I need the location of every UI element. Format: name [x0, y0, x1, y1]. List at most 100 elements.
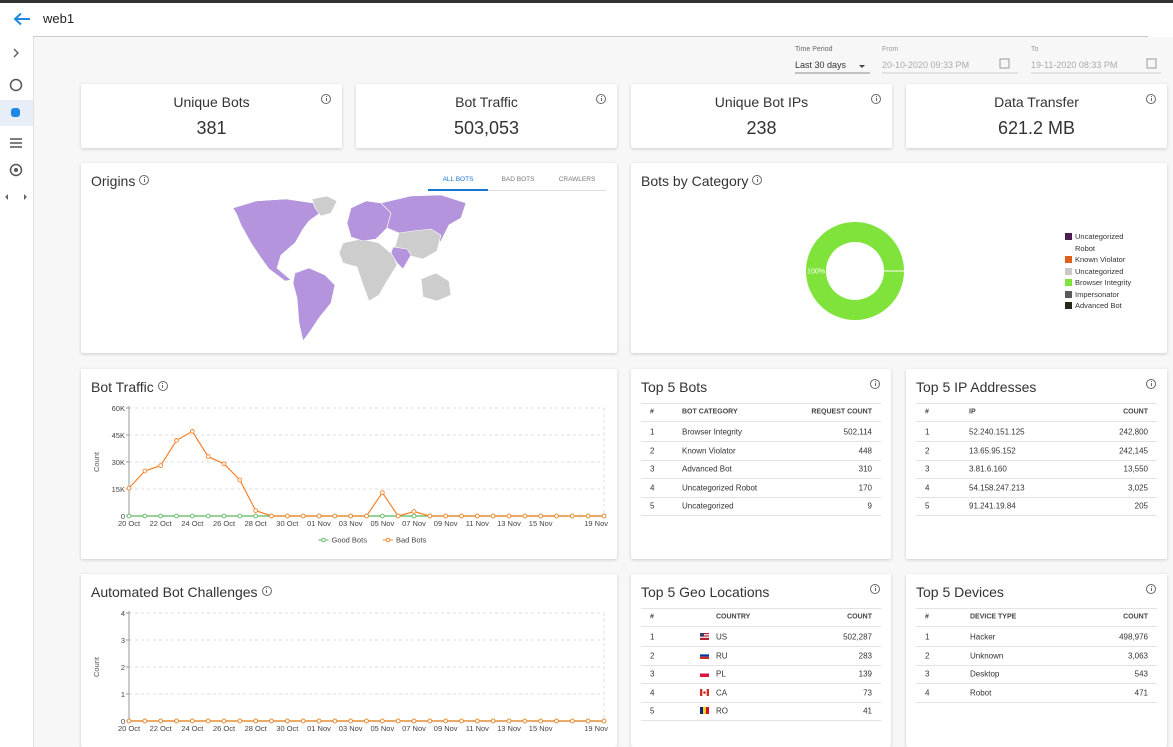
table-cell: 3,025: [1127, 483, 1148, 493]
filter-label: Time Period: [795, 46, 833, 53]
tab[interactable]: ALL BOTS: [442, 176, 474, 183]
legend-swatch: [1065, 302, 1072, 309]
table-cell: 13.65.95.152: [969, 446, 1016, 456]
x-tick-label: 30 Oct: [276, 519, 299, 528]
table-rule: [641, 626, 881, 627]
data-point: [443, 718, 449, 724]
x-tick-label: 19 Nov: [584, 519, 608, 528]
top-line: [0, 0, 1173, 3]
data-point: [554, 513, 559, 519]
flag: [700, 636, 709, 638]
card-title: Top 5 Geo Locations: [641, 584, 770, 600]
tab[interactable]: BAD BOTS: [501, 176, 535, 183]
back-button[interactable]: [13, 12, 31, 26]
y-tick-label: 45K: [112, 431, 125, 440]
data-point: [142, 513, 148, 519]
line-chart: 0 1 2 3 4 Count 20 Oct 22 Oct 24 Oct 26 Oct 28 Oct…: [92, 609, 608, 733]
region: [311, 195, 338, 217]
filter-label: From: [882, 46, 899, 53]
flag: [700, 634, 709, 636]
table-cell: 5: [925, 501, 930, 511]
kpi-title: Data Transfer: [994, 94, 1079, 110]
legend-item: Known Violator: [1065, 254, 1143, 266]
info-icon[interactable]: [752, 175, 763, 185]
bot-icon[interactable]: [11, 108, 20, 117]
x-tick-label: 24 Oct: [181, 724, 204, 733]
y-tick-label: 3: [121, 636, 125, 645]
data-point: [284, 718, 290, 724]
legend-swatch: [1065, 233, 1072, 240]
column-header: BOT CATEGORY: [682, 408, 738, 416]
sidebar-icons: [0, 48, 33, 200]
to-date[interactable]: 19-11-2020 08:33 PM: [1031, 60, 1118, 70]
x-tick-label: 22 Oct: [150, 519, 173, 528]
kpi-value: 621.2 MB: [997, 118, 1076, 138]
info-icon[interactable]: [261, 586, 272, 596]
kpi-value: 503,053: [453, 118, 520, 138]
card-title-wrap: Origins: [91, 173, 150, 189]
info-icon[interactable]: [870, 379, 880, 389]
table-cell: 13,550: [1123, 464, 1148, 474]
data-point: [332, 513, 338, 519]
table-cell: 448: [858, 446, 872, 456]
legend: Uncategorized Robot Known Violator Uncateg…: [1065, 231, 1143, 312]
table-rule: [916, 608, 1157, 609]
data-point: [189, 513, 195, 519]
data-point: [300, 718, 306, 724]
data-point: [174, 513, 179, 519]
data-point: [300, 513, 306, 519]
info-icon[interactable]: [321, 94, 331, 104]
scroll-arrows[interactable]: [5, 194, 27, 200]
y-axis-label: Count: [92, 656, 101, 677]
table-rule: [916, 646, 1157, 647]
info-icon[interactable]: [1146, 379, 1156, 389]
data-point: [379, 513, 385, 519]
info-icon[interactable]: [1146, 94, 1156, 104]
flag: [703, 690, 706, 694]
info-icon[interactable]: [157, 381, 168, 391]
x-tick-label: 22 Oct: [150, 724, 173, 733]
x-tick-label: 26 Oct: [213, 519, 236, 528]
time-period-select[interactable]: Last 30 days: [795, 60, 847, 70]
info-icon[interactable]: [871, 94, 881, 104]
info-icon[interactable]: [870, 584, 880, 594]
radar-icon[interactable]: [9, 163, 23, 177]
globe-icon[interactable]: [9, 78, 23, 92]
legend-marker: [385, 537, 391, 543]
column-header: #: [925, 408, 929, 416]
info-icon[interactable]: [596, 94, 606, 104]
table-cell: 3: [650, 669, 655, 679]
radar-dot: [14, 168, 18, 172]
table-cell: 2: [650, 446, 655, 456]
data-point: [474, 513, 480, 519]
y-tick-label: 0: [121, 717, 125, 726]
info-icon[interactable]: [139, 175, 150, 185]
table-cell: 3: [925, 669, 930, 679]
from-date[interactable]: 20-10-2020 09:33 PM: [882, 60, 970, 70]
info-icon[interactable]: [1146, 584, 1156, 594]
data-point: [490, 513, 496, 519]
data-point: [379, 718, 385, 724]
table-cell: Known Violator: [682, 446, 736, 456]
data-point: [538, 718, 544, 724]
legend-marker: [321, 537, 326, 543]
card-title-wrap: Bot Traffic: [91, 379, 168, 395]
column-header: #: [925, 613, 929, 621]
region: [338, 238, 398, 302]
flag: [700, 688, 703, 696]
data-point: [395, 513, 401, 519]
flag: [700, 633, 709, 640]
table-cell: 3: [925, 464, 930, 474]
list-icon[interactable]: [10, 138, 22, 148]
tab[interactable]: CRAWLERS: [558, 176, 596, 183]
table-cell: Uncategorized: [682, 501, 734, 511]
top-bar: web1: [0, 3, 1173, 37]
data-point: [411, 513, 417, 519]
expand-icon[interactable]: [13, 48, 19, 58]
card-title: Automated Bot Challenges: [91, 584, 258, 600]
kpi-title: Unique Bots: [173, 94, 250, 110]
table-card: Top 5 Geo Locations # COUNTRY COUNT 1 US 502,…: [631, 574, 891, 747]
data-point: [348, 513, 354, 519]
table-cell: 4: [650, 688, 655, 698]
